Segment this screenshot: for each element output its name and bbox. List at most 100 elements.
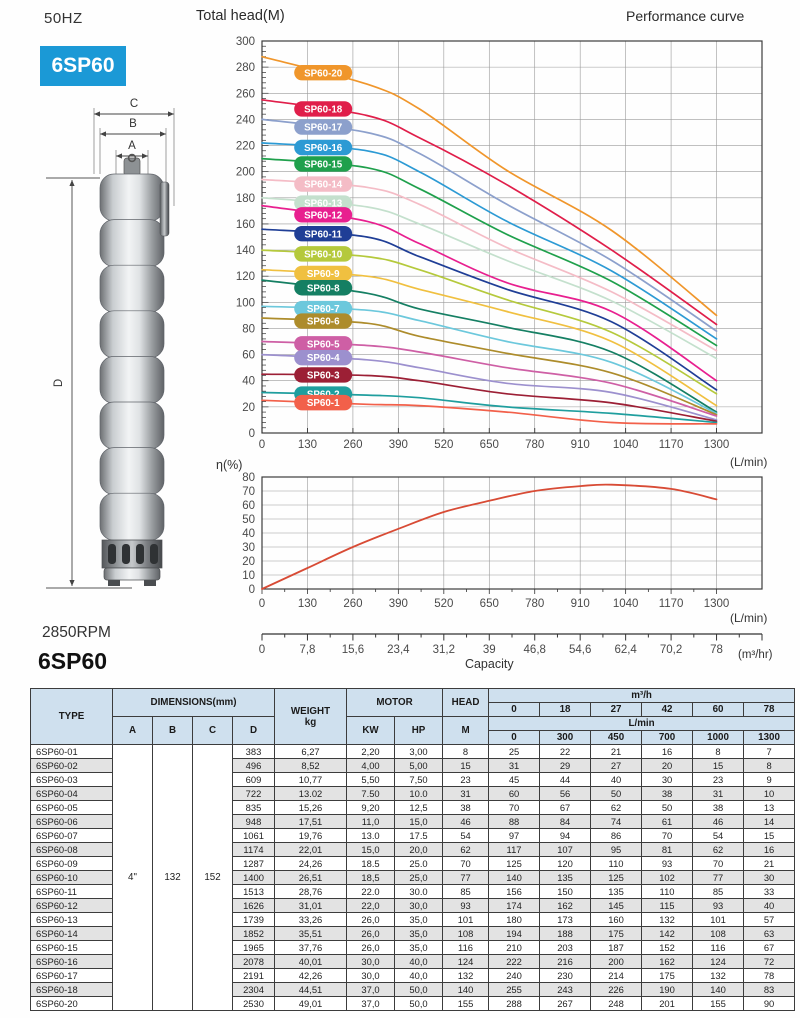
svg-text:100: 100 [236,297,255,309]
svg-text:54,6: 54,6 [569,644,591,656]
table-row-6SP60-03: 6SP60-03 609 10,77 5,50 7,50 23 45 44 40 30 23 9 [30,772,796,787]
svg-text:1040: 1040 [613,439,639,451]
svg-text:40: 40 [242,376,255,388]
curve-label-SP60-13: SP60-13 [294,195,353,211]
m3h-tick: 0 [488,702,541,717]
svg-text:280: 280 [236,62,255,74]
curve-label-SP60-4: SP60-4 [294,349,353,366]
svg-text:SP60-17: SP60-17 [304,123,343,134]
curve-SP60-11 [261,228,718,391]
efficiency-curve [261,483,718,590]
svg-text:SP60-3: SP60-3 [307,371,340,382]
efficiency-ticks: 0 10 20 30 40 50 60 70 80 0 130 260 390 520 650 780 910 1… [242,472,729,610]
svg-text:520: 520 [434,598,453,610]
svg-text:C: C [130,98,138,110]
table-row-6SP60-06: 6SP60-06 948 17,51 11,0 15,0 46 88 84 74 61 46 14 [30,814,796,829]
svg-text:SP60-13: SP60-13 [304,199,343,210]
efficiency-grid [262,477,762,589]
col-header-weight: WEIGHT kg [274,688,348,745]
svg-text:80: 80 [242,323,255,335]
table-row-6SP60-02: 6SP60-02 496 8,52 4,00 5,00 15 31 29 27 20 15 8 [30,758,796,773]
curve-label-SP60-9: SP60-9 [294,265,353,282]
curve-label-SP60-11: SP60-11 [294,226,353,242]
m3h-tick: 60 [692,702,745,717]
svg-text:46,8: 46,8 [524,644,546,656]
table-row-6SP60-18: 6SP60-18 2304 44,51 37,0 50,0 140 255 243 226 190… [30,982,796,997]
table-row-6SP60-04: 6SP60-04 722 13.02 7.50 10.0 31 60 56 50 38 31 10 [30,786,796,801]
curve-label-SP60-7: SP60-7 [294,300,353,317]
col-header-head: HEAD [442,688,490,717]
svg-text:SP60-9: SP60-9 [307,269,340,280]
head-unit: M [442,716,490,745]
svg-text:390: 390 [389,598,408,610]
head-chart: 0 20 40 60 80 100 120 140 160 180 200 220 240 260 280 3… [236,36,768,469]
table-row-6SP60-20: 6SP60-20 2530 49,01 37,0 50,0 155 288 267 248 201… [30,996,796,1011]
svg-text:D: D [53,379,65,387]
svg-text:180: 180 [236,193,255,205]
model-badge: 6SP60 [40,46,126,86]
table-row-6SP60-01: 6SP60-01 4" 132 152 383 6,27 2,20 3,00 8 25 22 21 16… [30,744,796,1011]
svg-text:50: 50 [242,514,255,526]
efficiency-chart: η(%) 0 10 20 30 40 50 60 70 80 0 130 260 390 520 650 780… [216,458,767,625]
svg-text:1170: 1170 [659,598,684,610]
curve-SP60-20 [261,55,718,317]
curve-label-SP60-6: SP60-6 [294,313,353,329]
svg-text:39: 39 [483,644,496,656]
curve-label-SP60-14: SP60-14 [294,176,353,192]
svg-text:70,2: 70,2 [660,644,682,656]
svg-text:SP60-16: SP60-16 [304,143,343,154]
svg-text:260: 260 [236,88,255,100]
pump-figure: CBA D [46,98,175,589]
svg-text:SP60-20: SP60-20 [304,68,343,79]
dim-col-D: D [231,716,276,745]
svg-text:10: 10 [242,570,255,582]
svg-text:SP60-8: SP60-8 [307,283,340,294]
motor-col-KW: KW [346,716,396,745]
table-row-6SP60-11: 6SP60-11 1513 28,76 22.0 30.0 85 156 150 135 110 8… [30,884,796,899]
col-header-type: TYPE [30,688,113,745]
svg-text:SP60-4: SP60-4 [307,353,340,364]
svg-text:120: 120 [236,271,255,283]
svg-text:15,6: 15,6 [342,644,364,656]
table-row-6SP60-07: 6SP60-07 1061 19,76 13.0 17.5 54 97 94 86 70 54 15 [30,828,796,843]
svg-text:130: 130 [298,439,317,451]
svg-text:SP60-10: SP60-10 [304,249,343,260]
svg-text:520: 520 [434,439,453,451]
curve-SP60-9 [261,268,718,407]
svg-text:300: 300 [236,36,255,48]
svg-text:SP60-7: SP60-7 [307,304,340,315]
lmin-tick: 0 [488,730,541,745]
series-title: 6SP60 [38,648,108,674]
svg-text:SP60-18: SP60-18 [304,105,343,116]
svg-text:1170: 1170 [659,439,684,451]
col-header-lmin: L/min [488,716,796,731]
svg-text:40: 40 [242,528,255,540]
curve-label-SP60-17: SP60-17 [294,119,353,135]
m3h-tick: 78 [743,702,796,717]
table-row-6SP60-13: 6SP60-13 1739 33,26 26,0 35,0 101 180 173 160 132… [30,912,796,927]
m3h-tick: 18 [539,702,592,717]
head-axis-title: Total head(M) [196,8,285,24]
svg-text:240: 240 [236,114,255,126]
curve-SP60-10 [261,249,718,395]
efficiency-ylabel: η(%) [216,458,242,472]
curve-label-SP60-1: SP60-1 [294,394,353,411]
svg-text:260: 260 [343,598,362,610]
curve-label-SP60-12: SP60-12 [294,207,353,223]
table-row-6SP60-10: 6SP60-10 1400 26,51 18,5 25,0 77 140 135 125 102 7… [30,870,796,885]
svg-text:220: 220 [236,141,255,153]
curve-SP60-16 [261,142,718,340]
svg-text:70: 70 [242,486,255,498]
svg-text:1300: 1300 [704,598,730,610]
spec-table-wrap: TYPE DIMENSIONS(mm) WEIGHT kg MOTOR HEAD m³/h 0… [30,688,796,1011]
curve-label-SP60-8: SP60-8 [294,280,353,296]
svg-text:78: 78 [710,644,723,656]
table-row-6SP60-15: 6SP60-15 1965 37,76 26,0 35,0 116 210 203 187 152… [30,940,796,955]
shared-dim-B: 132 [152,744,193,1011]
curve-SP60-17 [261,118,718,332]
col-header-m3h: m³/h [488,688,796,703]
svg-text:(L/min): (L/min) [730,611,767,625]
dim-col-A: A [112,716,153,745]
svg-text:20: 20 [242,402,255,414]
curve-label-SP60-5: SP60-5 [294,336,353,352]
